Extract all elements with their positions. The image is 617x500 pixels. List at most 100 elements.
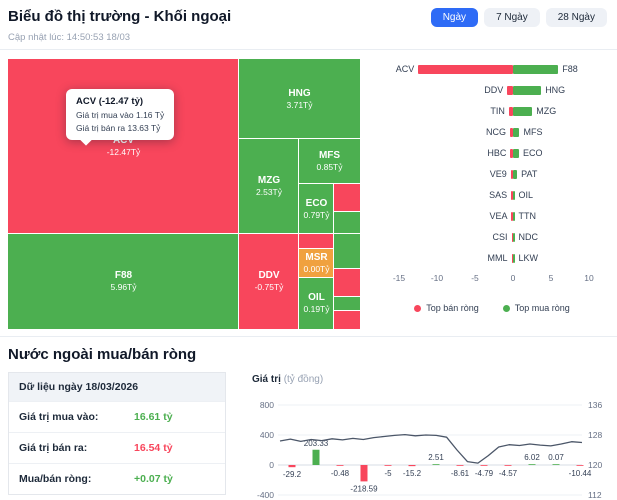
sell-ticker-label: CSI <box>492 232 508 242</box>
buy-ticker-label: PAT <box>521 169 538 179</box>
range-button-7d[interactable]: 7 Ngày <box>484 8 540 27</box>
sell-bar[interactable] <box>511 254 513 263</box>
flow-bar[interactable] <box>288 465 296 468</box>
sell-bar[interactable] <box>511 212 513 221</box>
flow-bar[interactable] <box>552 464 560 465</box>
flow-chart-unit: (tỷ đồng) <box>283 374 324 385</box>
treemap-tile-eco[interactable]: ECO 0.79Tỷ <box>299 184 334 234</box>
treemap[interactable]: ACV -12.47Tỷ F88 5.96Tỷ HNG 3.71Tỷ MZG 2.53Tỷ MF… <box>8 59 360 329</box>
summary-label: Giá trị bán ra: <box>19 442 88 454</box>
treemap-tile-f88[interactable]: F88 5.96Tỷ <box>8 234 239 329</box>
flow-bar-label: -10.44 <box>569 469 592 478</box>
sell-dot-icon <box>414 304 422 312</box>
tile-ticker: MZG <box>257 175 281 187</box>
net-axis: -15 -10 -5 0 5 10 <box>374 273 610 285</box>
net-row-ve9-pat: VE9 PAT <box>374 164 610 185</box>
treemap-tile-minor[interactable] <box>299 234 334 248</box>
flow-bar[interactable] <box>312 449 320 465</box>
sell-ticker-label: VEA <box>489 211 508 221</box>
treemap-tile-minor[interactable] <box>334 311 360 329</box>
flow-bar[interactable] <box>480 465 488 466</box>
buy-bar[interactable] <box>513 191 515 200</box>
tile-ticker: ACV <box>112 135 135 147</box>
buy-bar[interactable] <box>513 107 533 116</box>
sell-bar[interactable] <box>418 65 513 74</box>
buy-bar[interactable] <box>513 128 520 137</box>
summary-value: 16.54 tỷ <box>134 442 173 454</box>
axis-tick: -15 <box>392 273 406 283</box>
treemap-tile-minor[interactable] <box>334 269 360 297</box>
treemap-tile-minor[interactable] <box>334 184 360 212</box>
buy-bar[interactable] <box>513 149 519 158</box>
buy-bar[interactable] <box>513 170 518 179</box>
page-title: Biểu đồ thị trường - Khối ngoại <box>8 8 232 25</box>
flow-bar[interactable] <box>432 464 440 465</box>
flow-summary-rows: Giá trị mua vào: 16.61 tỷ Giá trị bán ra: 1… <box>9 401 225 494</box>
flow-bar[interactable] <box>456 465 464 466</box>
sell-bar[interactable] <box>509 128 513 137</box>
summary-row: Mua/bán ròng: +0.07 tỷ <box>9 463 225 494</box>
sell-ticker-label: VE9 <box>489 169 507 179</box>
flow-bar-label: 6.02 <box>524 453 540 462</box>
axis-tick: 5 <box>548 273 554 283</box>
net-bar-chart[interactable]: ACV F88 DDV HNG TIN MZG NCG MFS HBC ECO VE9 PAT SAS O… <box>374 59 610 313</box>
flow-bar[interactable] <box>576 465 584 466</box>
sell-bar[interactable] <box>511 191 513 200</box>
legend-sell: Top bán ròng <box>414 303 479 313</box>
flow-chart-panel: Giá trị (tỷ đồng) 800 136 400 128 0 120 -400 11… <box>248 372 617 500</box>
treemap-tooltip: ACV (-12.47 tỷ) Giá trị mua vào 1.16 Tỷ … <box>66 89 175 140</box>
range-button-28d[interactable]: 28 Ngày <box>545 8 607 27</box>
right-axis-label: 136 <box>588 400 602 410</box>
flow-bar[interactable] <box>528 464 536 465</box>
treemap-tile-ddv[interactable]: DDV -0.75Tỷ <box>239 234 299 329</box>
sell-bar[interactable] <box>508 107 513 116</box>
flow-bar[interactable] <box>384 465 392 466</box>
tile-value: 0.85Tỷ <box>316 162 343 173</box>
axis-tick: 10 <box>584 273 594 283</box>
net-row-ddv-hng: DDV HNG <box>374 80 610 101</box>
net-row-mml-lkw: MML LKW <box>374 248 610 269</box>
tooltip-sell-line: Giá trị bán ra 13.63 Tỷ <box>76 123 161 133</box>
treemap-tile-hng[interactable]: HNG 3.71Tỷ <box>239 59 360 139</box>
treemap-tile-minor[interactable] <box>334 212 360 234</box>
sell-bar[interactable] <box>510 149 513 158</box>
sell-bar[interactable] <box>507 86 513 95</box>
sell-ticker-label: HBC <box>487 148 507 158</box>
axis-tick: 0 <box>510 273 516 283</box>
buy-bar[interactable] <box>513 233 515 242</box>
flow-bar[interactable] <box>504 465 512 466</box>
flow-chart-title-text: Giá trị <box>252 374 281 385</box>
buy-bar[interactable] <box>513 65 559 74</box>
treemap-tile-mzg[interactable]: MZG 2.53Tỷ <box>239 139 299 234</box>
flow-summary-header: Dữ liệu ngày 18/03/2026 <box>9 373 225 401</box>
buy-bar[interactable] <box>513 212 515 221</box>
flow-bar[interactable] <box>408 465 416 467</box>
buy-bar[interactable] <box>513 254 515 263</box>
axis-tick: -5 <box>471 273 479 283</box>
treemap-tile-mfs[interactable]: MFS 0.85Tỷ <box>299 139 360 184</box>
treemap-tile-minor[interactable] <box>334 297 360 311</box>
range-button-1d[interactable]: Ngày <box>430 8 479 27</box>
treemap-tile-oil[interactable]: OIL 0.19Tỷ <box>299 278 334 329</box>
flow-bar-label: -4.57 <box>499 469 518 478</box>
buy-ticker-label: MFS <box>523 127 543 137</box>
treemap-tile-acv[interactable]: ACV -12.47Tỷ <box>8 59 239 234</box>
net-row-sas-oil: SAS OIL <box>374 185 610 206</box>
sell-ticker-label: DDV <box>484 85 504 95</box>
flow-bar[interactable] <box>360 465 368 482</box>
buy-ticker-label: F88 <box>562 64 578 74</box>
flow-bar[interactable] <box>336 465 344 466</box>
buy-ticker-label: NDC <box>518 232 539 242</box>
sell-bar[interactable] <box>511 233 513 242</box>
flow-bar-label: -4.79 <box>475 469 494 478</box>
treemap-tile-minor[interactable] <box>334 234 360 269</box>
legend-buy: Top mua ròng <box>502 303 570 313</box>
flow-bar-label: 203.33 <box>304 439 329 448</box>
treemap-tile-msr[interactable]: MSR 0.00Tỷ <box>299 248 334 278</box>
sell-bar[interactable] <box>510 170 513 179</box>
buy-ticker-label: TTN <box>518 211 537 221</box>
buy-bar[interactable] <box>513 86 542 95</box>
left-axis-label: 0 <box>269 460 274 470</box>
axis-tick: -10 <box>430 273 444 283</box>
